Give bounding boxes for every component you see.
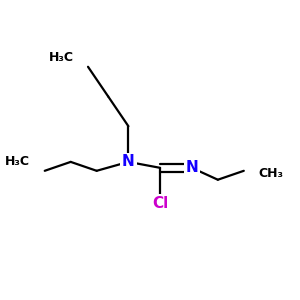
Text: Cl: Cl (152, 196, 168, 211)
Text: N: N (185, 160, 198, 175)
Text: H₃C: H₃C (49, 51, 74, 64)
Text: N: N (122, 154, 135, 169)
Text: CH₃: CH₃ (258, 167, 283, 180)
Text: H₃C: H₃C (5, 155, 30, 168)
